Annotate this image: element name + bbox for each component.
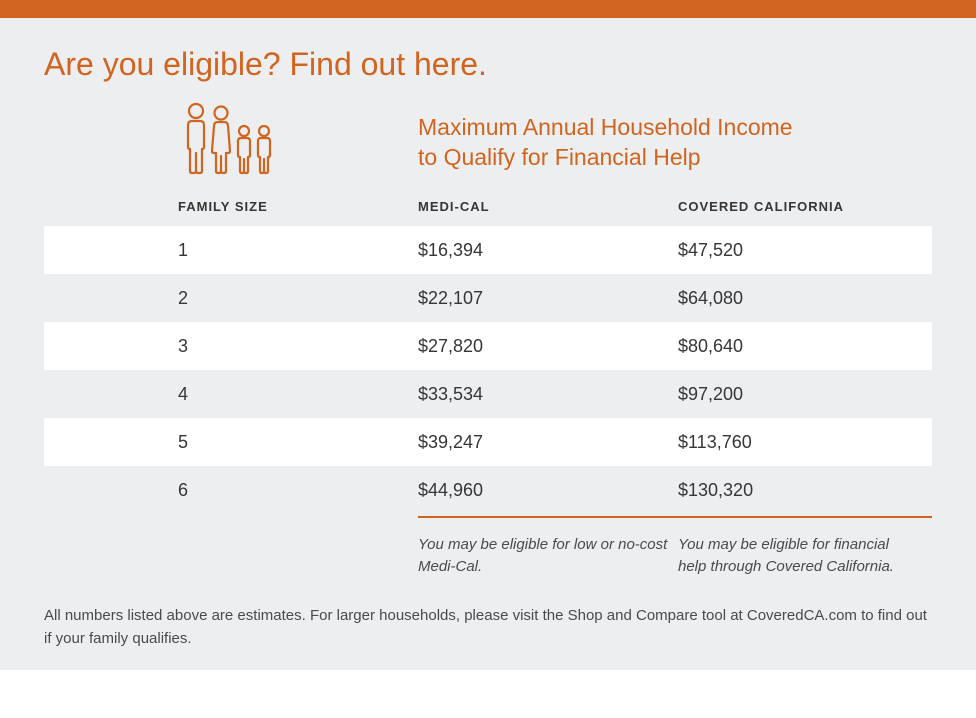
cell-covered-ca: $130,320 (678, 480, 898, 501)
notes-row: You may be eligible for low or no-cost M… (418, 518, 932, 578)
table-row: 1 $16,394 $47,520 (44, 226, 932, 274)
eligibility-panel: Are you eligible? Find out here. Maximum… (0, 18, 976, 670)
table-row: 3 $27,820 $80,640 (44, 322, 932, 370)
cell-family-size: 1 (178, 240, 418, 261)
note-covered-ca: You may be eligible for financial help t… (678, 534, 898, 578)
cell-medical: $22,107 (418, 288, 678, 309)
table-body: 1 $16,394 $47,520 2 $22,107 $64,080 3 $2… (44, 226, 932, 514)
cell-covered-ca: $97,200 (678, 384, 898, 405)
table-row: 2 $22,107 $64,080 (44, 274, 932, 322)
cell-covered-ca: $80,640 (678, 336, 898, 357)
sub-title: Maximum Annual Household Income to Quali… (418, 113, 793, 177)
note-medical: You may be eligible for low or no-cost M… (418, 534, 678, 578)
cell-medical: $44,960 (418, 480, 678, 501)
table-column-headers: FAMILY SIZE MEDI-CAL COVERED CALIFORNIA (178, 191, 932, 226)
cell-medical: $16,394 (418, 240, 678, 261)
disclaimer: All numbers listed above are estimates. … (44, 604, 932, 651)
cell-family-size: 5 (178, 432, 418, 453)
family-icon (178, 101, 418, 177)
accent-bar (0, 0, 976, 18)
cell-family-size: 2 (178, 288, 418, 309)
cell-family-size: 3 (178, 336, 418, 357)
cell-medical: $33,534 (418, 384, 678, 405)
cell-covered-ca: $64,080 (678, 288, 898, 309)
col-header-family-size: FAMILY SIZE (178, 199, 418, 214)
cell-medical: $27,820 (418, 336, 678, 357)
cell-family-size: 6 (178, 480, 418, 501)
sub-title-line1: Maximum Annual Household Income (418, 113, 793, 143)
table-row: 5 $39,247 $113,760 (44, 418, 932, 466)
header-row: Maximum Annual Household Income to Quali… (178, 101, 932, 177)
cell-family-size: 4 (178, 384, 418, 405)
col-header-medical: MEDI-CAL (418, 199, 678, 214)
cell-covered-ca: $113,760 (678, 432, 898, 453)
table-row: 6 $44,960 $130,320 (44, 466, 932, 514)
cell-medical: $39,247 (418, 432, 678, 453)
page-title: Are you eligible? Find out here. (44, 46, 932, 83)
cell-covered-ca: $47,520 (678, 240, 898, 261)
table-row: 4 $33,534 $97,200 (44, 370, 932, 418)
sub-title-line2: to Qualify for Financial Help (418, 143, 793, 173)
col-header-covered-ca: COVERED CALIFORNIA (678, 199, 898, 214)
